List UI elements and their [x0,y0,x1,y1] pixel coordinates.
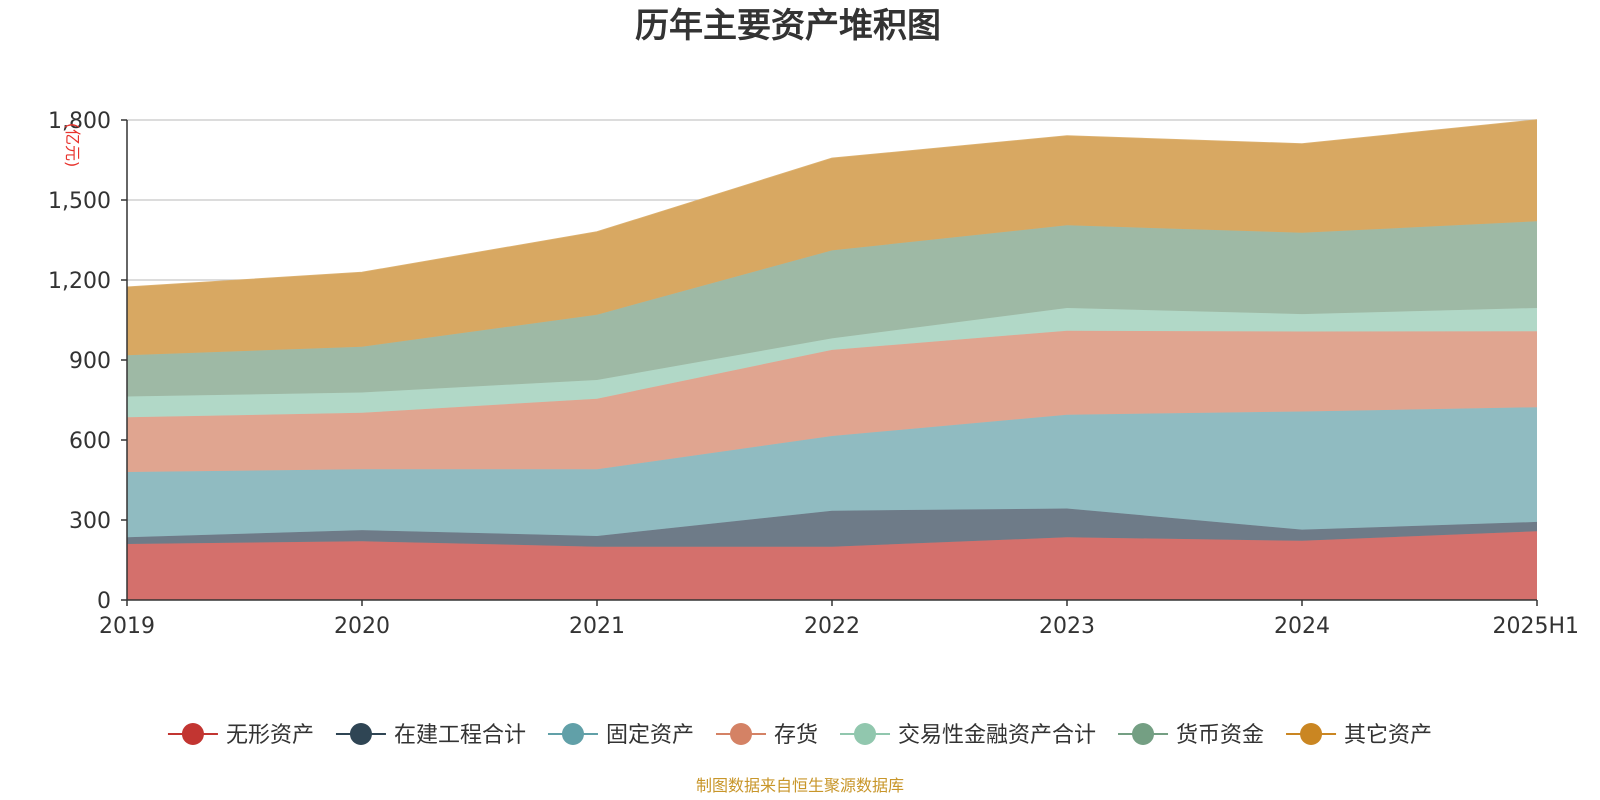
legend-label: 其它资产 [1344,723,1432,748]
x-tick-label: 2019 [99,614,155,639]
area-series-5 [127,221,1537,397]
area-series-1 [127,508,1537,547]
legend-circle-icon [349,723,372,745]
legend-item-0[interactable]: 无形资产 [167,723,314,748]
area-series [126,119,1538,600]
y-tick-label: 1,500 [48,189,111,214]
area-series-3 [127,330,1537,472]
y-tick-label: 0 [97,589,111,614]
x-tick-label: 2024 [1274,614,1330,639]
area-series-4 [127,308,1537,418]
y-axis-unit: (亿元) [63,123,82,168]
y-tick-label: 1,200 [48,269,111,294]
legend-label: 无形资产 [226,723,314,748]
legend-label: 固定资产 [606,723,694,748]
area-series-0 [127,531,1537,600]
legend-label: 在建工程合计 [394,723,526,748]
x-tick-label: 2020 [334,614,390,639]
data-source-note: 制图数据来自恒生聚源数据库 [696,776,904,795]
y-tick-label: 300 [69,509,111,534]
legend-circle-icon [1300,723,1323,745]
y-tick-label: 600 [69,429,111,454]
legend-item-3[interactable]: 存货 [715,723,818,748]
y-tick-label: 900 [69,349,111,374]
legend-circle-icon [181,723,204,745]
legend-item-1[interactable]: 在建工程合计 [335,723,526,748]
legend-circle-icon [729,723,752,745]
legend-label: 存货 [774,723,818,748]
x-tick-label: 2022 [804,614,860,639]
x-tick-label: 2025H1 [1492,614,1579,639]
legend-circle-icon [561,723,584,745]
legend-circle-icon [854,723,877,745]
area-top-line-6 [126,119,1538,288]
legend-item-5[interactable]: 货币资金 [1118,723,1264,748]
legend-label: 交易性金融资产合计 [898,723,1096,748]
x-tick-label: 2021 [569,614,625,639]
axes: 0 300 600 900 1,200 1,500 1,800 2019 2020 2021 202… [48,109,1579,639]
area-series-2 [127,407,1537,538]
area-series-6 [127,120,1537,356]
legend-item-2[interactable]: 固定资产 [547,723,694,748]
legend-label: 货币资金 [1176,723,1264,748]
y-tick-label: 1,800 [48,109,111,134]
chart-title: 历年主要资产堆积图 [635,6,941,46]
legend-circle-icon [1132,723,1155,745]
legend-item-6[interactable]: 其它资产 [1286,723,1432,748]
legend-item-4[interactable]: 交易性金融资产合计 [840,723,1096,748]
x-tick-label: 2023 [1039,614,1095,639]
legend: 无形资产 在建工程合计 固定资产 存货 交易性金融资产合计 货币资金 其它资产 [167,723,1432,748]
